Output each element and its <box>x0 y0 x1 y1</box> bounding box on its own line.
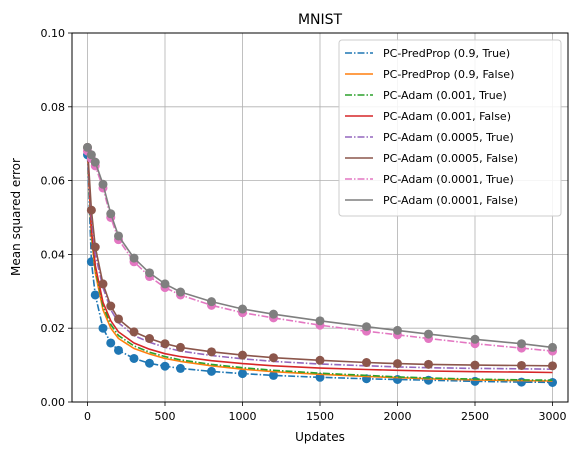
legend: PC-PredProp (0.9, True) PC-PredProp (0.9,… <box>338 39 562 217</box>
legend-label: PC-Adam (0.0001, False) <box>383 194 518 207</box>
data-point <box>393 325 402 335</box>
legend-label: PC-PredProp (0.9, False) <box>383 68 514 81</box>
data-point <box>83 142 92 152</box>
data-point <box>269 309 278 319</box>
series-4 <box>86 151 553 370</box>
x-tick-label: 0 <box>84 410 91 423</box>
data-point <box>362 358 371 368</box>
data-point <box>176 342 185 352</box>
series-line <box>86 147 553 349</box>
data-point <box>176 287 185 297</box>
legend-label: PC-Adam (0.001, True) <box>383 89 507 102</box>
data-point <box>393 359 402 369</box>
data-point <box>269 370 278 380</box>
data-point <box>145 268 154 278</box>
data-point <box>424 375 433 385</box>
data-point <box>176 363 185 373</box>
x-tick-label: 2500 <box>461 410 489 423</box>
data-point <box>207 366 216 376</box>
x-axis-label: Updates <box>295 430 345 444</box>
data-point <box>238 350 247 360</box>
legend-label: PC-Adam (0.0005, True) <box>383 131 514 144</box>
data-point <box>129 253 139 263</box>
data-point <box>145 358 154 368</box>
data-point <box>238 304 247 314</box>
series-5 <box>83 142 557 371</box>
data-point <box>160 339 170 349</box>
y-tick-label: 0.06 <box>41 175 66 188</box>
legend-label: PC-PredProp (0.9, True) <box>383 47 510 60</box>
data-point <box>106 301 116 311</box>
series-line <box>86 151 553 370</box>
data-point <box>548 342 557 352</box>
y-tick-label: 0.04 <box>41 248 66 261</box>
data-point <box>98 323 108 333</box>
data-point <box>424 329 433 339</box>
data-point <box>315 316 325 326</box>
y-tick-label: 0.00 <box>41 396 66 409</box>
data-point <box>129 353 139 363</box>
data-point <box>145 334 154 344</box>
data-point <box>160 279 170 289</box>
series-7 <box>83 142 557 352</box>
data-point <box>86 150 96 160</box>
data-point <box>98 279 108 289</box>
series-line <box>86 151 553 381</box>
x-tick-label: 2000 <box>384 410 412 423</box>
data-point <box>114 314 123 324</box>
data-point <box>470 360 480 370</box>
series-2 <box>86 151 553 381</box>
data-point <box>129 327 139 337</box>
series-3 <box>86 147 553 374</box>
y-axis-label: Mean squared error <box>9 158 23 276</box>
data-point <box>517 377 526 387</box>
data-point <box>160 361 170 371</box>
series-line <box>86 147 553 374</box>
data-point <box>86 205 96 215</box>
y-tick-label: 0.02 <box>41 322 66 335</box>
data-point <box>315 355 325 365</box>
x-axis: 0 500 1000 1500 2000 2500 3000 <box>84 402 567 423</box>
y-tick-label: 0.10 <box>41 27 66 40</box>
x-tick-label: 3000 <box>539 410 567 423</box>
data-point <box>269 353 278 363</box>
legend-label: PC-Adam (0.001, False) <box>383 110 511 123</box>
data-point <box>470 376 480 386</box>
x-tick-label: 1500 <box>306 410 334 423</box>
x-tick-label: 500 <box>155 410 176 423</box>
data-point <box>424 359 433 369</box>
chart-title: MNIST <box>298 12 343 28</box>
data-point <box>98 179 108 189</box>
data-point <box>90 290 100 300</box>
data-point <box>238 369 247 379</box>
legend-label: PC-Adam (0.0001, True) <box>383 173 514 186</box>
data-point <box>548 377 557 387</box>
data-point <box>517 339 526 349</box>
data-point <box>470 334 480 344</box>
data-point <box>207 347 216 357</box>
y-tick-label: 0.08 <box>41 101 66 114</box>
data-point <box>106 338 116 348</box>
data-point <box>207 297 216 307</box>
series-line <box>86 150 553 352</box>
legend-label: PC-Adam (0.0005, False) <box>383 152 518 165</box>
data-point <box>114 345 123 355</box>
y-axis: 0.00 0.02 0.04 0.06 0.08 0.10 <box>41 27 72 409</box>
series-layer <box>83 142 557 387</box>
data-point <box>114 231 123 241</box>
data-point <box>90 157 100 167</box>
data-point <box>90 242 100 252</box>
x-tick-label: 1000 <box>229 410 257 423</box>
data-point <box>517 360 526 370</box>
data-point <box>548 361 557 371</box>
data-point <box>106 209 116 219</box>
data-point <box>362 322 371 332</box>
legend-frame <box>338 39 562 217</box>
